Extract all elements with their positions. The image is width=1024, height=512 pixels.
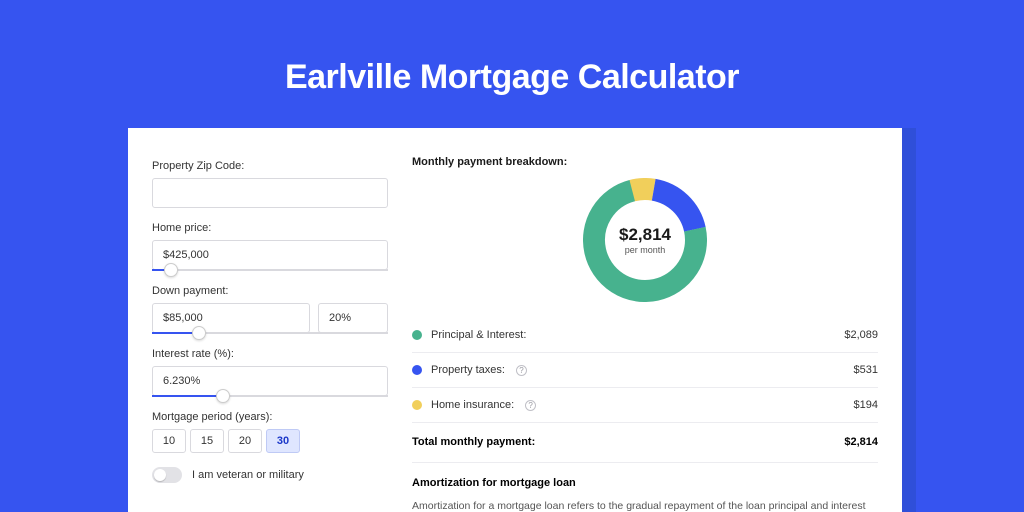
amortization-section: Amortization for mortgage loan Amortizat… xyxy=(412,462,878,512)
interest-rate-input[interactable] xyxy=(152,366,388,396)
home-price-input[interactable] xyxy=(152,240,388,270)
down-payment-slider-thumb[interactable] xyxy=(192,326,206,340)
field-home-price: Home price: xyxy=(152,222,388,271)
veteran-toggle[interactable] xyxy=(152,467,182,483)
field-mortgage-period: Mortgage period (years): 10152030 xyxy=(152,411,388,453)
down-payment-percent-input[interactable] xyxy=(318,303,388,333)
amortization-text: Amortization for a mortgage loan refers … xyxy=(412,499,878,512)
home-price-label: Home price: xyxy=(152,222,388,234)
legend-label-taxes: Property taxes: xyxy=(431,364,505,376)
field-down-payment: Down payment: xyxy=(152,285,388,334)
down-payment-label: Down payment: xyxy=(152,285,388,297)
veteran-toggle-row: I am veteran or military xyxy=(152,467,388,483)
field-zip: Property Zip Code: xyxy=(152,160,388,208)
donut-center-value: $2,814 xyxy=(619,225,672,244)
veteran-toggle-knob xyxy=(154,469,166,481)
home-price-slider-thumb[interactable] xyxy=(164,263,178,277)
total-label: Total monthly payment: xyxy=(412,436,535,448)
down-payment-input[interactable] xyxy=(152,303,310,333)
zip-label: Property Zip Code: xyxy=(152,160,388,172)
breakdown-column: Monthly payment breakdown: $2,814 per mo… xyxy=(398,128,902,512)
legend-value-insurance: $194 xyxy=(854,399,878,411)
period-option-15[interactable]: 15 xyxy=(190,429,224,453)
legend-row-taxes: Property taxes:? $531 xyxy=(412,355,878,385)
divider xyxy=(412,387,878,388)
donut-chart: $2,814 per month xyxy=(412,178,878,302)
mortgage-period-label: Mortgage period (years): xyxy=(152,411,388,423)
legend-value-principal: $2,089 xyxy=(844,329,878,341)
page-title: Earlville Mortgage Calculator xyxy=(0,0,1024,125)
divider xyxy=(412,352,878,353)
amortization-title: Amortization for mortgage loan xyxy=(412,477,878,489)
period-option-20[interactable]: 20 xyxy=(228,429,262,453)
period-option-10[interactable]: 10 xyxy=(152,429,186,453)
home-price-slider[interactable] xyxy=(152,269,388,271)
legend-value-taxes: $531 xyxy=(854,364,878,376)
side-accent xyxy=(902,128,916,512)
down-payment-slider[interactable] xyxy=(152,332,388,334)
mortgage-period-options: 10152030 xyxy=(152,429,388,453)
interest-rate-slider[interactable] xyxy=(152,395,388,397)
total-value: $2,814 xyxy=(844,436,878,448)
breakdown-heading: Monthly payment breakdown: xyxy=(412,156,878,168)
interest-rate-slider-fill xyxy=(152,395,223,397)
legend-label-principal: Principal & Interest: xyxy=(431,329,526,341)
info-icon[interactable]: ? xyxy=(525,400,536,411)
legend-dot-taxes xyxy=(412,365,422,375)
info-icon[interactable]: ? xyxy=(516,365,527,376)
interest-rate-slider-thumb[interactable] xyxy=(216,389,230,403)
calculator-card: Property Zip Code: Home price: Down paym… xyxy=(128,128,902,512)
legend-row-principal: Principal & Interest: $2,089 xyxy=(412,320,878,350)
divider xyxy=(412,422,878,423)
interest-rate-label: Interest rate (%): xyxy=(152,348,388,360)
donut-center-sub: per month xyxy=(625,245,666,255)
legend-dot-principal xyxy=(412,330,422,340)
zip-input[interactable] xyxy=(152,178,388,208)
legend-label-insurance: Home insurance: xyxy=(431,399,514,411)
period-option-30[interactable]: 30 xyxy=(266,429,300,453)
inputs-column: Property Zip Code: Home price: Down paym… xyxy=(128,128,398,512)
legend-dot-insurance xyxy=(412,400,422,410)
veteran-label: I am veteran or military xyxy=(192,469,304,481)
legend: Principal & Interest: $2,089 Property taxe… xyxy=(412,320,878,420)
legend-row-insurance: Home insurance:? $194 xyxy=(412,390,878,420)
field-interest-rate: Interest rate (%): xyxy=(152,348,388,397)
donut-svg: $2,814 per month xyxy=(583,178,707,302)
total-row: Total monthly payment: $2,814 xyxy=(412,425,878,462)
